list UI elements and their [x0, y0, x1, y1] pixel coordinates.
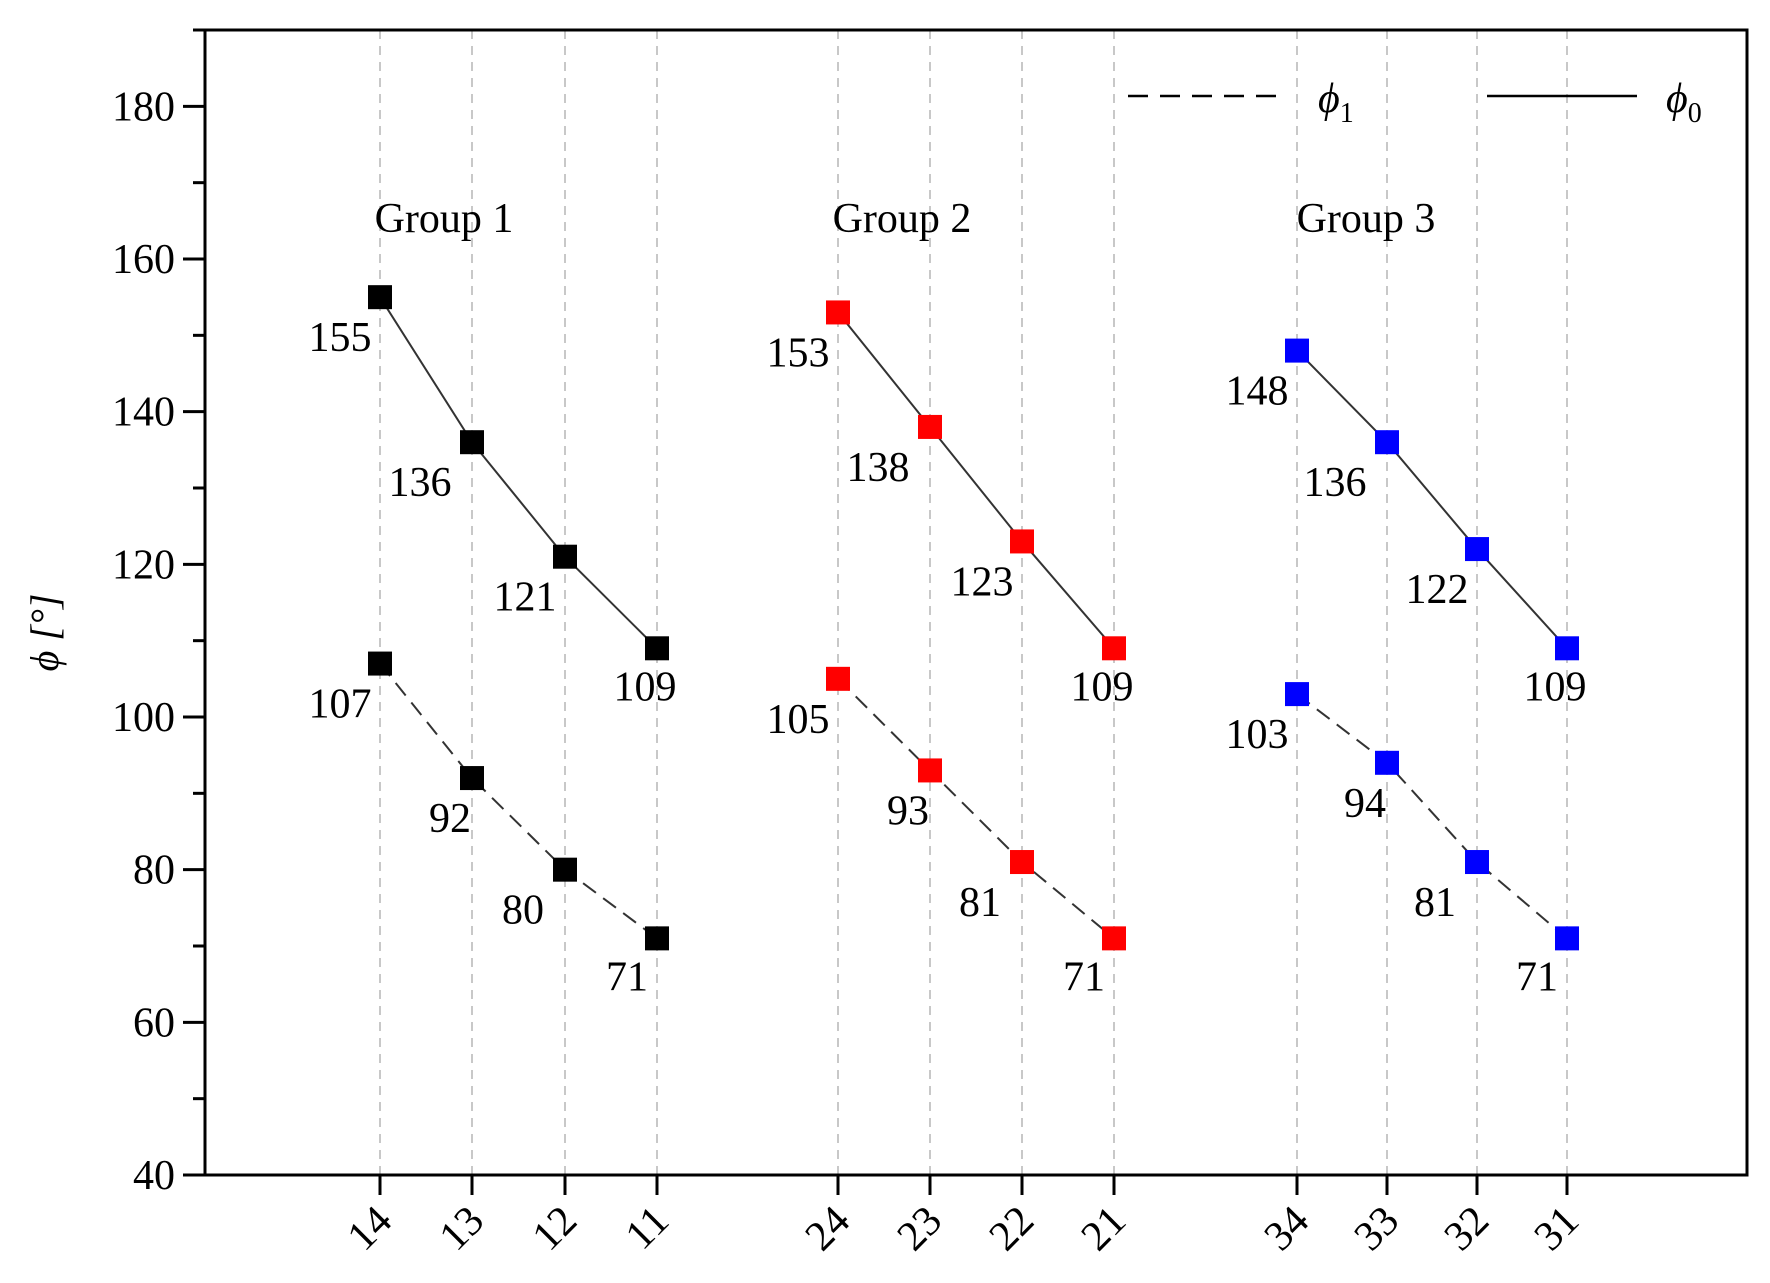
- phi1-series-line: [1296, 693, 1568, 940]
- x-tick-label: 31: [1526, 1198, 1588, 1260]
- data-point-marker: [1285, 338, 1309, 363]
- data-point-marker: [553, 544, 577, 569]
- data-point-marker: [918, 758, 942, 783]
- y-tick-label: 180: [112, 84, 175, 130]
- y-tick-label: 60: [133, 1000, 175, 1046]
- data-label: 136: [1304, 460, 1367, 506]
- x-tick-label: 34: [1256, 1198, 1318, 1260]
- data-label: 93: [887, 788, 929, 834]
- data-point-marker: [645, 636, 669, 661]
- x-tick-label: 22: [981, 1198, 1043, 1260]
- data-label: 81: [959, 880, 1001, 926]
- data-label: 109: [1071, 664, 1134, 710]
- data-label: 94: [1344, 781, 1386, 827]
- phi1-series-line: [837, 678, 1115, 940]
- phi0-series-line: [837, 311, 1115, 649]
- data-point-marker: [553, 857, 577, 882]
- data-point-marker: [1010, 529, 1034, 554]
- data-point-marker: [1555, 926, 1579, 951]
- data-point-marker: [1465, 850, 1489, 875]
- x-tick-label: 11: [617, 1198, 678, 1259]
- y-tick-label: 160: [112, 237, 175, 283]
- data-point-marker: [368, 651, 392, 676]
- legend-subscript: 0: [1688, 98, 1702, 129]
- data-label: 136: [389, 460, 452, 506]
- data-label: 103: [1226, 712, 1289, 758]
- data-label: 138: [847, 445, 910, 491]
- marker-layer: [368, 285, 1579, 951]
- data-label: 122: [1406, 567, 1469, 613]
- data-point-marker: [460, 430, 484, 455]
- data-label: 153: [767, 330, 830, 376]
- group-title: Group 2: [833, 196, 972, 242]
- y-tick-label: 100: [112, 695, 175, 741]
- data-label: 105: [767, 697, 830, 743]
- x-tick-label: 14: [339, 1198, 401, 1260]
- data-point-marker: [1102, 636, 1126, 661]
- data-point-marker: [1465, 537, 1489, 562]
- data-label: 155: [309, 315, 372, 361]
- x-tick-label: 13: [431, 1198, 493, 1260]
- legend-label: ϕ1: [1318, 76, 1354, 129]
- data-point-marker: [826, 300, 850, 325]
- data-label: 121: [494, 575, 557, 621]
- y-tick-label: 120: [112, 542, 175, 588]
- y-tick-label: 140: [112, 390, 175, 436]
- data-point-marker: [918, 414, 942, 439]
- data-point-marker: [460, 766, 484, 791]
- data-label: 123: [951, 559, 1014, 605]
- data-label: 109: [1524, 664, 1587, 710]
- data-point-marker: [1375, 750, 1399, 775]
- data-label: 107: [309, 682, 372, 728]
- data-label: 148: [1226, 369, 1289, 415]
- data-label: 81: [1414, 880, 1456, 926]
- x-tick-label: 32: [1436, 1198, 1498, 1260]
- y-tick-label: 40: [133, 1153, 175, 1199]
- data-label: 92: [429, 796, 471, 842]
- data-label: 71: [1063, 954, 1105, 1000]
- data-point-marker: [1010, 850, 1034, 875]
- x-tick-label: 33: [1346, 1198, 1408, 1260]
- data-point-marker: [826, 666, 850, 691]
- data-point-marker: [1102, 926, 1126, 951]
- x-tick-label: 24: [797, 1198, 859, 1260]
- y-tick-label: 80: [133, 848, 175, 894]
- phi0-series-line: [1296, 349, 1568, 649]
- data-label: 71: [1516, 954, 1558, 1000]
- data-label: 71: [606, 954, 648, 1000]
- data-label: 109: [614, 664, 677, 710]
- group-title: Group 1: [375, 196, 514, 242]
- label-layer: Group 1 155 136 121 109 107 92 80 71 Group 2 153 13…: [309, 196, 1587, 1000]
- y-axis-label: ϕ [°]: [22, 594, 67, 672]
- data-point-marker: [1555, 636, 1579, 661]
- phi0-series-line: [379, 296, 658, 650]
- x-tick-label: 12: [524, 1198, 586, 1260]
- data-point-marker: [368, 285, 392, 310]
- x-tick-label: 23: [889, 1198, 951, 1260]
- group-title: Group 3: [1297, 196, 1436, 242]
- data-point-marker: [1285, 682, 1309, 707]
- data-point-marker: [645, 926, 669, 951]
- plot-frame: [203, 28, 1749, 1177]
- legend-label: ϕ0: [1666, 76, 1702, 129]
- series-layer: [379, 296, 1568, 940]
- legend-subscript: 1: [1340, 98, 1354, 129]
- legend: ϕ1 ϕ0: [1128, 76, 1702, 129]
- x-tick-label: 21: [1073, 1198, 1135, 1260]
- data-label: 80: [502, 888, 544, 934]
- data-point-marker: [1375, 430, 1399, 455]
- phi1-series-line: [379, 662, 658, 940]
